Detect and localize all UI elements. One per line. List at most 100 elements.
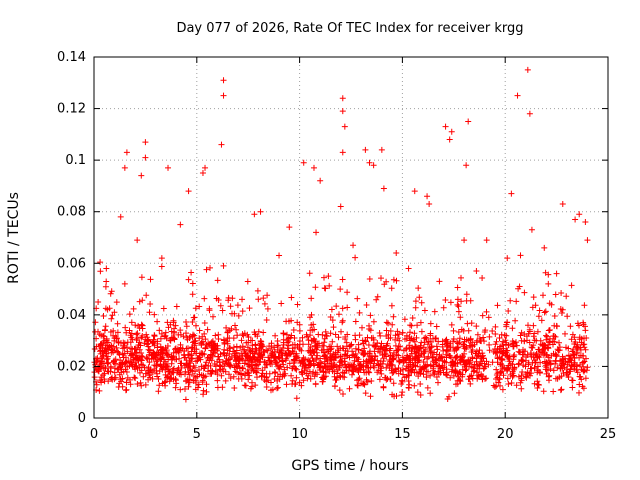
data-point xyxy=(576,211,583,218)
data-point xyxy=(417,319,424,326)
data-point xyxy=(218,141,225,148)
data-point xyxy=(220,77,227,84)
x-tick-label: 0 xyxy=(90,427,98,442)
data-point xyxy=(424,193,431,200)
data-point xyxy=(276,252,283,259)
data-point xyxy=(232,358,239,365)
data-point xyxy=(374,293,381,300)
data-point xyxy=(313,229,320,236)
y-tick-label: 0 xyxy=(78,411,86,426)
grid-lines xyxy=(94,57,608,418)
data-point xyxy=(535,353,542,360)
data-point xyxy=(479,376,486,383)
data-point xyxy=(430,358,437,365)
data-point xyxy=(341,123,348,130)
data-point xyxy=(121,280,128,287)
data-point xyxy=(220,92,227,99)
data-point xyxy=(356,366,363,373)
data-point xyxy=(220,262,227,269)
y-tick-label: 0.14 xyxy=(57,50,86,65)
data-point xyxy=(405,265,412,272)
data-point xyxy=(121,164,128,171)
data-point xyxy=(325,273,332,280)
y-tick-label: 0.08 xyxy=(57,205,86,220)
data-point xyxy=(282,350,289,357)
data-point xyxy=(99,358,106,365)
data-point xyxy=(111,335,118,342)
x-tick-label: 25 xyxy=(600,427,617,442)
data-point xyxy=(491,384,498,391)
data-point xyxy=(195,381,202,388)
data-point xyxy=(350,242,357,249)
data-point xyxy=(366,159,373,166)
data-point xyxy=(498,360,505,367)
data-point xyxy=(343,353,350,360)
data-point xyxy=(165,164,172,171)
data-point xyxy=(454,296,461,303)
data-point xyxy=(286,224,293,231)
data-point xyxy=(578,376,585,383)
x-axis-ticks: 0 5 10 15 20 25 xyxy=(90,57,616,442)
data-point xyxy=(138,172,145,179)
x-tick-label: 15 xyxy=(394,427,411,442)
data-point xyxy=(208,342,215,349)
y-tick-label: 0.12 xyxy=(57,102,86,117)
data-point xyxy=(339,95,346,102)
chart-title: Day 077 of 2026, Rate Of TEC Index for r… xyxy=(176,21,523,36)
y-tick-label: 0.02 xyxy=(57,359,86,374)
data-point xyxy=(448,128,455,135)
data-point xyxy=(387,360,394,367)
x-axis-label: GPS time / hours xyxy=(291,458,408,474)
dense-cloud-markers xyxy=(91,252,591,403)
data-point xyxy=(134,237,141,244)
data-point xyxy=(158,255,165,262)
data-point xyxy=(103,265,110,272)
data-point xyxy=(115,384,122,391)
data-point xyxy=(306,368,313,375)
data-point xyxy=(524,66,531,73)
x-tick-label: 20 xyxy=(497,427,514,442)
y-axis-ticks: 0 0.02 0.04 0.06 0.08 0.1 0.12 0.14 xyxy=(57,50,608,426)
data-point xyxy=(294,301,301,308)
data-point xyxy=(378,146,385,153)
data-point xyxy=(510,340,517,347)
data-point xyxy=(251,211,258,218)
data-point xyxy=(165,366,172,373)
data-point xyxy=(559,306,566,313)
y-tick-label: 0.06 xyxy=(57,256,86,271)
data-point xyxy=(483,237,490,244)
data-point xyxy=(310,164,317,171)
y-tick-label: 0.1 xyxy=(65,153,86,168)
data-point xyxy=(337,203,344,210)
data-point xyxy=(399,378,406,385)
data-point xyxy=(411,188,418,195)
data-point xyxy=(463,162,470,169)
x-tick-label: 5 xyxy=(193,427,201,442)
data-point xyxy=(553,270,560,277)
data-point xyxy=(177,221,184,228)
data-point xyxy=(528,226,535,233)
x-tick-label: 10 xyxy=(291,427,308,442)
data-point xyxy=(288,332,295,339)
data-point xyxy=(541,244,548,251)
data-point xyxy=(572,216,579,223)
data-point xyxy=(559,200,566,207)
data-point xyxy=(317,177,324,184)
data-point xyxy=(123,149,130,156)
data-point xyxy=(171,329,178,336)
data-point xyxy=(448,368,455,375)
data-point xyxy=(189,291,196,298)
data-point xyxy=(514,92,521,99)
data-point xyxy=(473,268,480,275)
y-axis-label: ROTI / TECUs xyxy=(6,192,22,284)
data-point xyxy=(202,164,209,171)
data-point xyxy=(142,154,149,161)
data-point xyxy=(508,190,515,197)
data-point xyxy=(485,314,492,321)
data-point xyxy=(547,366,554,373)
data-point xyxy=(263,317,270,324)
data-point xyxy=(185,188,192,195)
data-point xyxy=(393,249,400,256)
data-point xyxy=(214,371,221,378)
